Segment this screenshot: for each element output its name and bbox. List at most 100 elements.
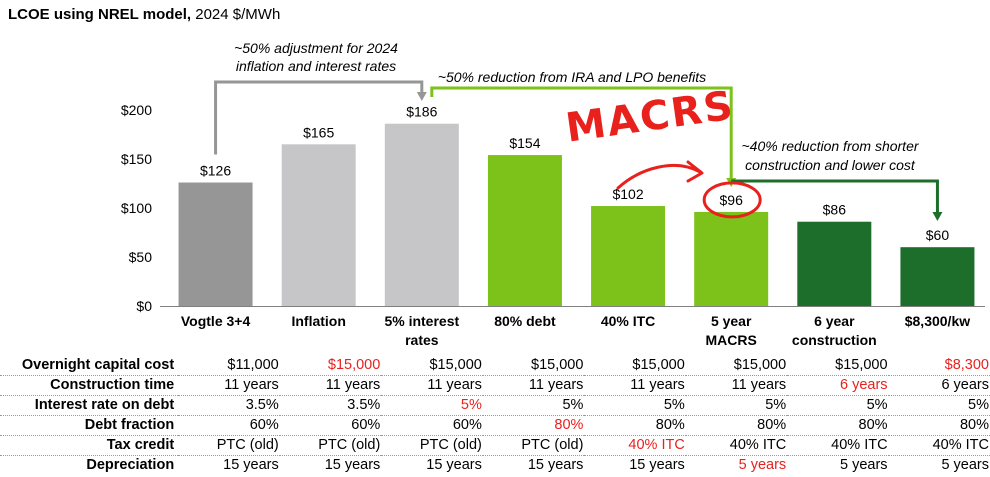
bar-value-label: $102 [612, 186, 643, 202]
category-label: $8,300/kw [905, 313, 970, 329]
table-cell: 3.5% [245, 397, 279, 413]
table-cell: 5% [663, 397, 685, 413]
category-label: 6 year [814, 313, 855, 329]
row-label: Construction time [50, 377, 175, 393]
table-cell: 5 years [941, 457, 989, 473]
table-cell: PTC (old) [318, 437, 381, 453]
annotation-arrowhead-dark-green [932, 212, 943, 221]
y-tick-label: $100 [121, 200, 152, 216]
annotation-arrowhead-gray [416, 92, 427, 101]
table-row: Depreciation 15 years 15 years 15 years 15 y… [0, 456, 990, 476]
y-tick-label: $0 [136, 298, 152, 314]
category-label: MACRS [706, 332, 757, 348]
category-label: 5% interest [384, 313, 459, 329]
handwritten-arrowhead [686, 160, 704, 183]
table-cell: 5% [460, 397, 482, 413]
annotation-text: construction and lower cost [745, 157, 916, 173]
table-cell: 40% ITC [729, 437, 787, 453]
table-cell: $15,000 [733, 357, 787, 373]
table-cell: $8,300 [944, 357, 989, 373]
table-cell: 80% [959, 417, 989, 433]
table-cell: 11 years [224, 377, 279, 393]
row-label: Depreciation [86, 457, 175, 473]
table-cell: 6 years [941, 377, 989, 393]
row-label: Debt fraction [84, 417, 175, 433]
table-cell: 3.5% [347, 397, 381, 413]
bar-6 [797, 221, 872, 306]
category-label: 80% debt [494, 313, 556, 329]
table-row: Tax credit PTC (old) PTC (old) PTC (old) PTC… [0, 436, 990, 456]
category-label: 40% ITC [601, 313, 655, 329]
table-cell: PTC (old) [216, 437, 279, 453]
table-cell: 11 years [528, 377, 584, 393]
bar-1 [281, 144, 356, 306]
table-cell: 40% ITC [932, 437, 989, 453]
table-row: Construction time 11 years 11 years 11 year… [0, 376, 990, 396]
bar-2 [384, 123, 459, 306]
table-cell: $15,000 [835, 357, 888, 373]
annotation-text: ~40% reduction from shorter [741, 138, 919, 154]
category-label: Inflation [291, 313, 345, 329]
category-label: rates [405, 332, 439, 348]
bar-value-label: $165 [303, 124, 334, 140]
y-tick-label: $150 [121, 151, 152, 167]
table-cell: 60% [351, 417, 381, 433]
table-cell: 5 years [738, 457, 787, 473]
chart-title-units: 2024 $/MWh [191, 6, 281, 23]
y-tick-label: $200 [121, 102, 152, 118]
table-cell: $11,000 [227, 357, 279, 373]
table-cell: $15,000 [429, 357, 482, 373]
table-cell: 60% [249, 417, 279, 433]
bar-5 [694, 211, 769, 306]
bar-value-label: $186 [406, 104, 437, 120]
table-cell: $15,000 [531, 357, 584, 373]
table-cell: 5 years [840, 457, 888, 473]
lcoe-bar-chart: $0 $50 $100 $150 $200 $126 Vogtle 3+4 $165 Infla… [121, 40, 985, 348]
assumptions-table: Overnight capital cost $11,000 $15,000 $15,… [0, 356, 990, 475]
row-label: Tax credit [106, 437, 175, 453]
table-cell: PTC (old) [521, 437, 584, 453]
table-cell: 11 years [427, 377, 482, 393]
bar-value-label: $96 [720, 192, 744, 208]
bar-0 [178, 182, 253, 306]
bar-value-label: $86 [823, 202, 847, 218]
table-cell: 5% [765, 397, 787, 413]
table-cell: 11 years [731, 377, 787, 393]
table-cell: PTC (old) [419, 437, 482, 453]
row-label: Overnight capital cost [21, 357, 175, 373]
table-cell: 15 years [324, 457, 381, 473]
bar-4 [591, 206, 666, 306]
table-cell: 11 years [630, 377, 685, 393]
annotation-arrow-gray [214, 80, 424, 155]
table-cell: 80% [858, 417, 888, 433]
bar-value-label: $126 [200, 163, 231, 179]
table-cell: 40% ITC [628, 437, 685, 453]
annotation-arrow-light-green [430, 86, 733, 178]
chart-title-bold: LCOE using NREL model, [8, 6, 192, 23]
annotation-text: ~50% adjustment for 2024 [234, 40, 398, 56]
y-tick-label: $50 [129, 249, 153, 265]
table-cell: 15 years [223, 457, 279, 473]
chart-title: LCOE using NREL model, 2024 $/MWh [8, 6, 280, 23]
category-label: 5 year [711, 313, 752, 329]
annotation-text: ~50% reduction from IRA and LPO benefits [438, 69, 706, 85]
annotation-arrow-dark-green [731, 179, 939, 212]
bar-7 [900, 247, 975, 306]
table-cell: 15 years [629, 457, 685, 473]
table-cell: 5% [866, 397, 888, 413]
bar-value-label: $60 [926, 227, 950, 243]
bar-value-label: $154 [509, 135, 540, 151]
handwritten-arrow [616, 164, 702, 190]
handwritten-circle [702, 181, 762, 219]
table-cell: 5% [968, 397, 989, 413]
table-cell: $15,000 [327, 357, 381, 373]
table-row: Debt fraction 60% 60% 60% 80% 80% 80% 80% 80% [0, 416, 990, 436]
table-cell: 11 years [325, 377, 381, 393]
bar-3 [487, 155, 562, 306]
table-row: Interest rate on debt 3.5% 3.5% 5% 5% 5% 5% 5% 5… [0, 396, 990, 416]
table-cell: 60% [452, 417, 482, 433]
table-cell: $15,000 [632, 357, 685, 373]
handwritten-macrs-note: MACRS [563, 83, 737, 152]
table-cell: 15 years [426, 457, 482, 473]
table-row: Overnight capital cost $11,000 $15,000 $15,… [0, 356, 990, 376]
